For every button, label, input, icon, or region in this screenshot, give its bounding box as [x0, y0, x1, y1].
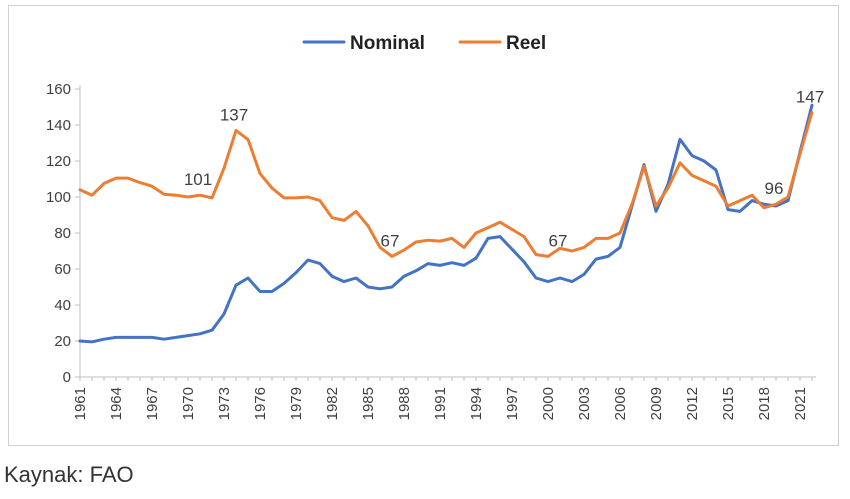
data-label: 67	[381, 231, 400, 250]
y-tick-label: 0	[63, 369, 71, 386]
x-tick-label: 2000	[540, 387, 557, 420]
y-tick-label: 160	[46, 81, 71, 98]
x-tick-label: 2015	[720, 387, 737, 420]
x-tick-label: 1970	[180, 387, 197, 420]
y-tick-label: 20	[54, 333, 71, 350]
x-tick-label: 1991	[432, 387, 449, 420]
y-tick-label: 60	[54, 261, 71, 278]
data-label: 147	[796, 87, 824, 106]
x-tick-label: 2003	[576, 387, 593, 420]
x-tick-label: 1976	[252, 387, 269, 420]
y-tick-label: 80	[54, 225, 71, 242]
chart-frame: 0 20 40 60 80 100 120 140 160 1961 1964 1967 1970 197…	[8, 5, 839, 446]
series-line-reel	[78, 110, 814, 258]
x-tick-label: 1964	[108, 387, 125, 420]
x-tick-label: 1982	[324, 387, 341, 420]
x-tick-label: 2009	[648, 387, 665, 420]
data-label: 101	[184, 170, 212, 189]
x-tick-label: 1985	[360, 387, 377, 420]
y-tick-label: 100	[46, 189, 71, 206]
legend-label-reel: Reel	[506, 33, 546, 54]
data-label: 67	[549, 231, 568, 250]
series-line-nominal	[78, 103, 814, 344]
x-tick-label: 1997	[504, 387, 521, 420]
x-tick-label: 1967	[144, 387, 161, 420]
x-tick-label: 1994	[468, 387, 485, 420]
x-tick-label: 2006	[612, 387, 629, 420]
y-tick-label: 140	[46, 117, 71, 134]
source-note: Kaynak: FAO	[4, 462, 134, 487]
legend-label-nominal: Nominal	[350, 33, 425, 54]
x-tick-label: 2012	[684, 387, 701, 420]
y-tick-label: 40	[54, 297, 71, 314]
x-tick-label: 2021	[792, 387, 809, 420]
y-tick-label: 120	[46, 153, 71, 170]
data-label: 96	[765, 179, 784, 198]
x-tick-label: 1961	[72, 387, 89, 420]
chart-svg: 0 20 40 60 80 100 120 140 160 1961 1964 1967 1970 197…	[46, 33, 824, 420]
x-tick-label: 1973	[216, 387, 233, 420]
x-tick-label: 1979	[288, 387, 305, 420]
data-label: 137	[220, 105, 248, 124]
x-tick-label: 2018	[756, 387, 773, 420]
x-tick-label: 1988	[396, 387, 413, 420]
